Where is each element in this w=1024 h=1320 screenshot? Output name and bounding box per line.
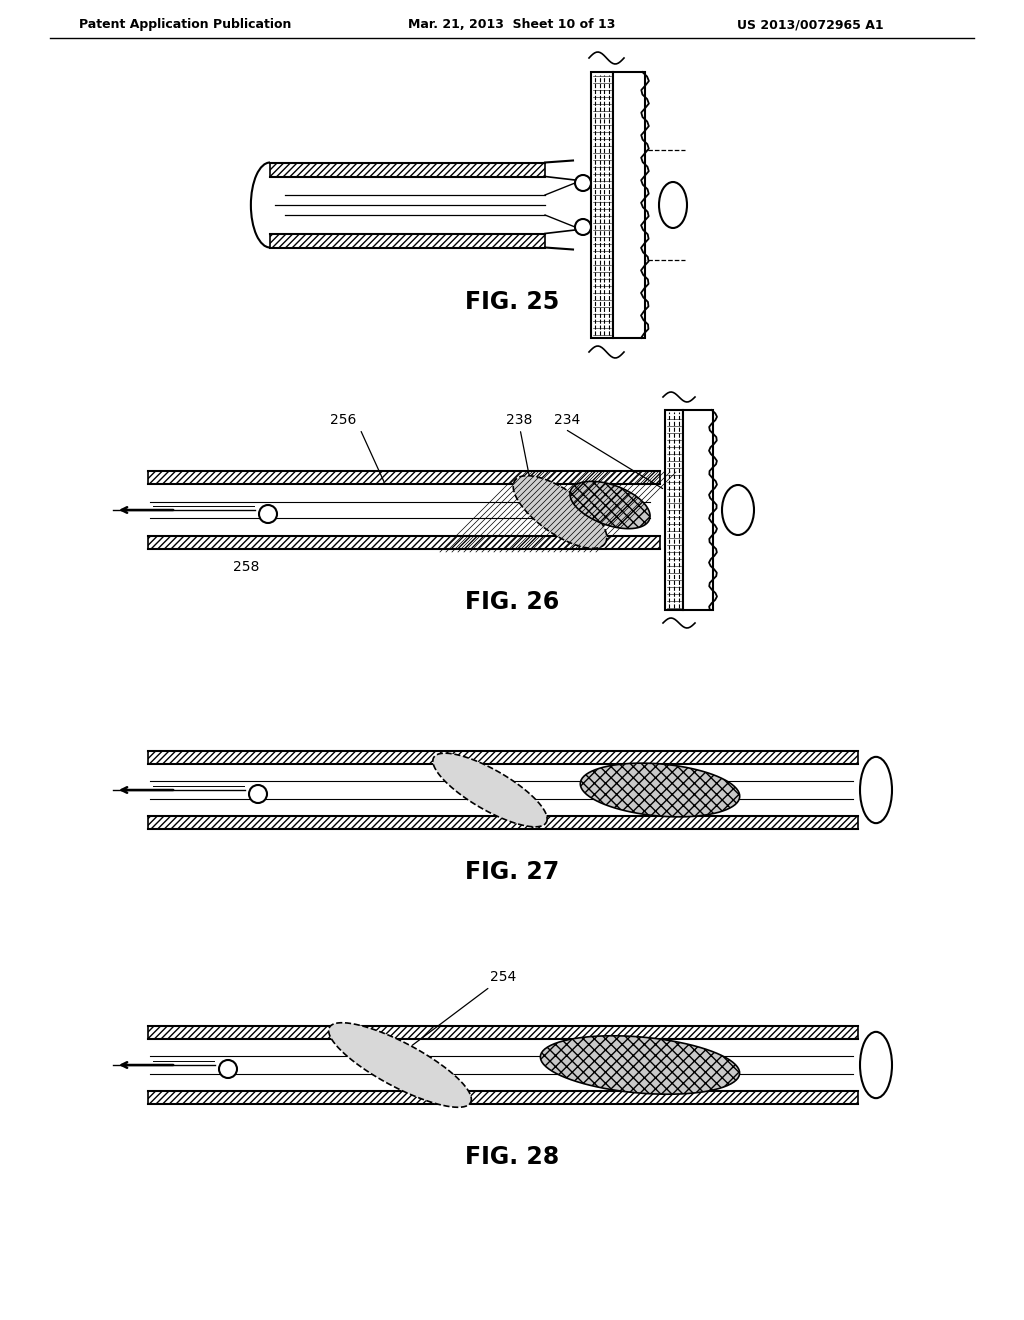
Bar: [270, 234, 545, 248]
Polygon shape: [581, 763, 739, 817]
Text: 254: 254: [413, 970, 516, 1045]
Circle shape: [575, 176, 591, 191]
Ellipse shape: [659, 182, 687, 228]
Bar: [148, 536, 660, 549]
Bar: [613, 73, 645, 338]
Text: Patent Application Publication: Patent Application Publication: [79, 18, 291, 30]
Polygon shape: [329, 1023, 471, 1107]
Text: FIG. 25: FIG. 25: [465, 290, 559, 314]
Polygon shape: [433, 754, 547, 826]
Text: FIG. 27: FIG. 27: [465, 861, 559, 884]
Circle shape: [259, 506, 278, 523]
Text: 256: 256: [330, 413, 356, 426]
Text: FIG. 28: FIG. 28: [465, 1144, 559, 1170]
Ellipse shape: [860, 1032, 892, 1098]
Bar: [665, 411, 683, 610]
Text: FIG. 26: FIG. 26: [465, 590, 559, 614]
Bar: [148, 1092, 858, 1104]
Bar: [148, 471, 660, 484]
Circle shape: [219, 1060, 237, 1078]
Bar: [148, 1026, 858, 1039]
Text: Mar. 21, 2013  Sheet 10 of 13: Mar. 21, 2013 Sheet 10 of 13: [409, 18, 615, 30]
Circle shape: [575, 219, 591, 235]
Bar: [148, 751, 858, 764]
Ellipse shape: [722, 484, 754, 535]
Bar: [270, 162, 545, 177]
Bar: [683, 411, 713, 610]
Polygon shape: [541, 1036, 739, 1094]
Text: 234: 234: [554, 413, 581, 426]
Polygon shape: [570, 482, 650, 528]
Text: 258: 258: [233, 560, 259, 574]
Ellipse shape: [860, 756, 892, 824]
Bar: [591, 73, 613, 338]
Text: US 2013/0072965 A1: US 2013/0072965 A1: [736, 18, 884, 30]
Polygon shape: [513, 475, 607, 548]
Text: 238: 238: [506, 413, 532, 426]
Circle shape: [249, 785, 267, 803]
Bar: [148, 816, 858, 829]
